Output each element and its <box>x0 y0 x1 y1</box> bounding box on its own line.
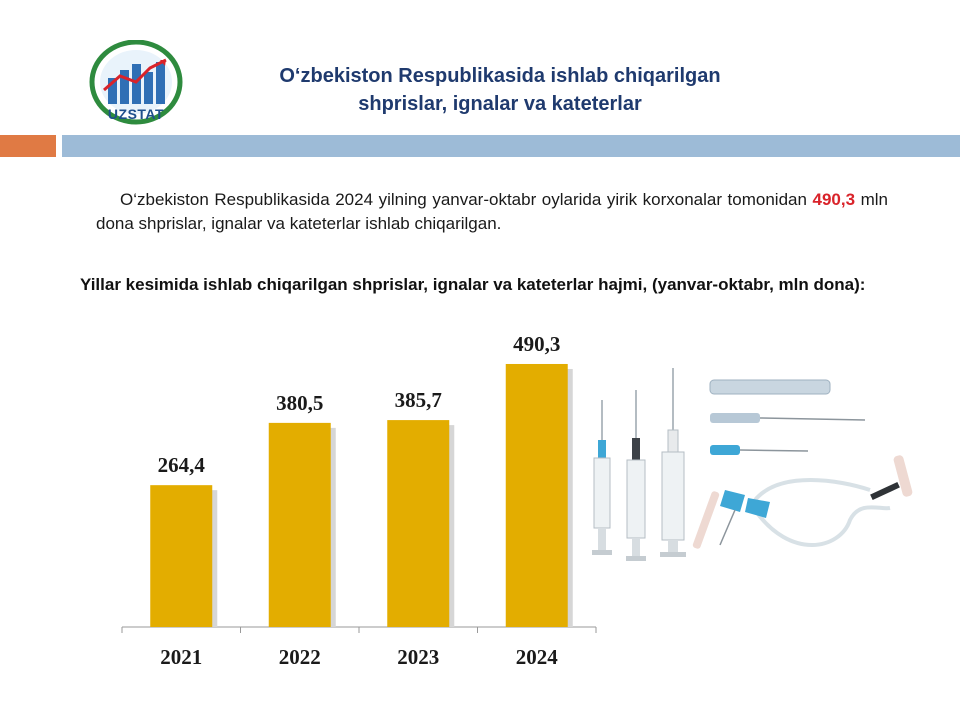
intro-highlight-value: 490,3 <box>812 190 856 209</box>
header-rule-orange <box>0 135 56 157</box>
intro-paragraph: O‘zbekiston Respublikasida 2024 yilning … <box>96 188 888 236</box>
title-line-1: O‘zbekiston Respublikasida ishlab chiqar… <box>279 65 721 87</box>
bar-2022 <box>268 422 331 627</box>
data-label-2021: 264,4 <box>158 453 206 477</box>
title-line-2: shprislar, ignalar va kateterlar <box>358 93 642 115</box>
bar-2021 <box>150 485 213 627</box>
header-rule-blue <box>62 135 960 157</box>
x-tick-label-2022: 2022 <box>279 645 321 669</box>
x-tick-label-2024: 2024 <box>516 645 559 669</box>
uzstat-logo-graphic <box>89 39 183 125</box>
bar-2024 <box>505 363 568 627</box>
data-label-2022: 380,5 <box>276 391 323 415</box>
logo-text: UZSTAT <box>107 106 165 122</box>
uzstat-logo: UZSTAT <box>86 39 186 132</box>
syringes-needles-catheter-illustration <box>580 360 940 580</box>
data-label-2023: 385,7 <box>395 388 442 412</box>
bar-2023 <box>387 420 450 627</box>
x-tick-label-2021: 2021 <box>160 645 202 669</box>
intro-after: mln dona shprislar, ignalar va kateterla… <box>96 190 888 233</box>
intro-before: O‘zbekiston Respublikasida 2024 yilning … <box>120 190 813 209</box>
intro-text: O‘zbekiston Respublikasida 2024 yilning … <box>96 188 888 236</box>
syringes-icon <box>592 368 913 561</box>
chart-subtitle: Yillar kesimida ishlab chiqarilgan shpri… <box>80 275 866 294</box>
page-title: O‘zbekiston Respublikasida ishlab chiqar… <box>200 62 800 118</box>
x-tick-label-2023: 2023 <box>397 645 439 669</box>
data-label-2024: 490,3 <box>513 332 560 356</box>
